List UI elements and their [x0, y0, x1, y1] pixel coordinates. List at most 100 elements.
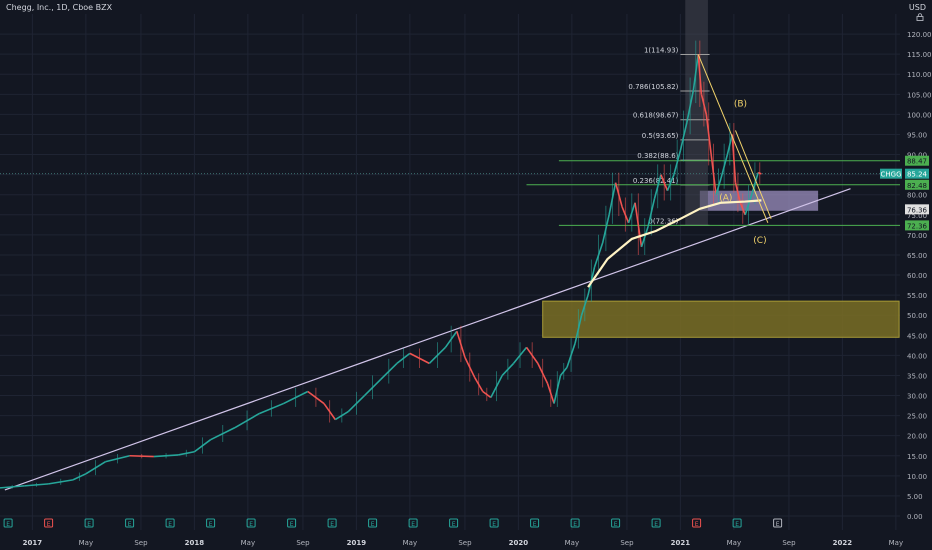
x-tick-label: May	[241, 539, 255, 547]
y-tick-label: 10.00	[907, 473, 927, 481]
y-tick-label: 40.00	[907, 352, 927, 360]
x-tick-label: 2017	[23, 539, 43, 547]
earnings-marker-label: E	[452, 521, 456, 528]
price-tag-label: 76.36	[907, 206, 928, 214]
fib-level-label: 0.618(98.67)	[633, 112, 679, 120]
y-tick-label: 35.00	[907, 372, 927, 380]
date-range-highlight	[685, 0, 708, 226]
earnings-marker	[206, 518, 216, 528]
earnings-marker	[489, 518, 499, 528]
x-tick-label: Sep	[134, 539, 148, 547]
earnings-marker	[692, 518, 702, 528]
earnings-marker	[3, 518, 13, 528]
demand-zone	[542, 300, 900, 338]
x-tick-label: 2021	[671, 539, 691, 547]
earnings-marker-label: E	[128, 521, 132, 528]
price-tag	[905, 204, 929, 215]
y-tick-label: 65.00	[907, 252, 927, 260]
x-tick-label: Sep	[620, 539, 634, 547]
earnings-marker	[651, 518, 661, 528]
y-tick-label: 115.00	[907, 51, 932, 59]
earnings-marker-label: E	[6, 521, 10, 528]
x-tick-label: 2020	[509, 539, 529, 547]
earnings-marker-label: E	[87, 521, 91, 528]
moving-average-line	[587, 199, 762, 288]
y-tick-label: 55.00	[907, 292, 927, 300]
wave-label: (C)	[753, 236, 766, 246]
earnings-marker-label: E	[209, 521, 213, 528]
earnings-marker	[611, 518, 621, 528]
earnings-marker-label: E	[614, 521, 618, 528]
pattern-line	[735, 130, 772, 220]
earnings-marker-label: E	[47, 521, 51, 528]
price-tag-label: 82.48	[907, 182, 927, 190]
fib-level-label: 0.786(105.82)	[628, 83, 678, 91]
earnings-marker	[732, 518, 742, 528]
earnings-marker	[773, 518, 783, 528]
pattern-line	[697, 54, 769, 224]
y-tick-label: 25.00	[907, 413, 927, 421]
price-tag-label: 72.36	[907, 222, 928, 230]
support-trendline	[4, 188, 851, 491]
x-tick-label: May	[565, 539, 579, 547]
earnings-marker-label: E	[290, 521, 294, 528]
fib-level-label: 0.5(93.65)	[642, 132, 679, 140]
y-tick-label: 15.00	[907, 453, 927, 461]
earnings-marker	[408, 518, 418, 528]
earnings-marker-label: E	[533, 521, 537, 528]
earnings-marker	[570, 518, 580, 528]
y-tick-label: 50.00	[907, 312, 927, 320]
price-tag	[905, 168, 929, 179]
y-tick-label: 100.00	[907, 111, 932, 119]
earnings-marker	[530, 518, 540, 528]
price-tag	[905, 179, 929, 190]
y-tick-label: 30.00	[907, 393, 927, 401]
earnings-marker-label: E	[330, 521, 334, 528]
y-tick-label: 105.00	[907, 91, 932, 99]
fib-level-label: 0.382(88.6)	[637, 152, 678, 160]
y-tick-label: 0.00	[907, 513, 923, 521]
earnings-marker-label: E	[411, 521, 415, 528]
fib-level-label: 1(114.93)	[644, 46, 679, 54]
earnings-marker-label: E	[249, 521, 253, 528]
x-tick-label: May	[727, 539, 741, 547]
x-tick-label: Sep	[782, 539, 796, 547]
price-tag-label: 85.24	[907, 171, 928, 179]
y-tick-label: 20.00	[907, 433, 927, 441]
earnings-marker-label: E	[573, 521, 577, 528]
price-tag-label: CHGG	[881, 171, 902, 179]
x-tick-label: May	[889, 539, 903, 547]
earnings-marker	[246, 518, 256, 528]
earnings-marker-label: E	[371, 521, 375, 528]
price-tag	[905, 155, 929, 166]
price-tag-label: 88.47	[907, 158, 927, 166]
y-tick-label: 110.00	[907, 71, 932, 79]
earnings-marker-label: E	[776, 521, 780, 528]
y-tick-label: 80.00	[907, 192, 927, 200]
y-tick-label: 90.00	[907, 152, 927, 160]
y-tick-label: 70.00	[907, 232, 927, 240]
x-tick-label: May	[79, 539, 93, 547]
earnings-marker-label: E	[168, 521, 172, 528]
lock-icon[interactable]	[916, 13, 924, 21]
y-tick-label: 45.00	[907, 332, 927, 340]
price-tag	[905, 220, 929, 231]
earnings-marker	[368, 518, 378, 528]
chart-title: Chegg, Inc., 1D, Cboe BZX	[6, 3, 113, 12]
earnings-marker	[327, 518, 337, 528]
wave-label: (A)	[719, 194, 732, 204]
earnings-marker-label: E	[735, 521, 739, 528]
fib-level-label: 0.236(82.41)	[633, 177, 679, 185]
y-tick-label: 95.00	[907, 131, 927, 139]
fib-level-label: 0(72.36)	[648, 217, 678, 225]
y-tick-label: 75.00	[907, 212, 927, 220]
x-tick-label: May	[403, 539, 417, 547]
x-tick-label: 2018	[185, 539, 205, 547]
x-tick-label: 2022	[833, 539, 853, 547]
earnings-marker	[84, 518, 94, 528]
earnings-marker	[125, 518, 135, 528]
y-tick-label: 5.00	[907, 493, 923, 501]
currency-label: USD	[908, 3, 926, 12]
wave-label: (B)	[734, 99, 747, 109]
